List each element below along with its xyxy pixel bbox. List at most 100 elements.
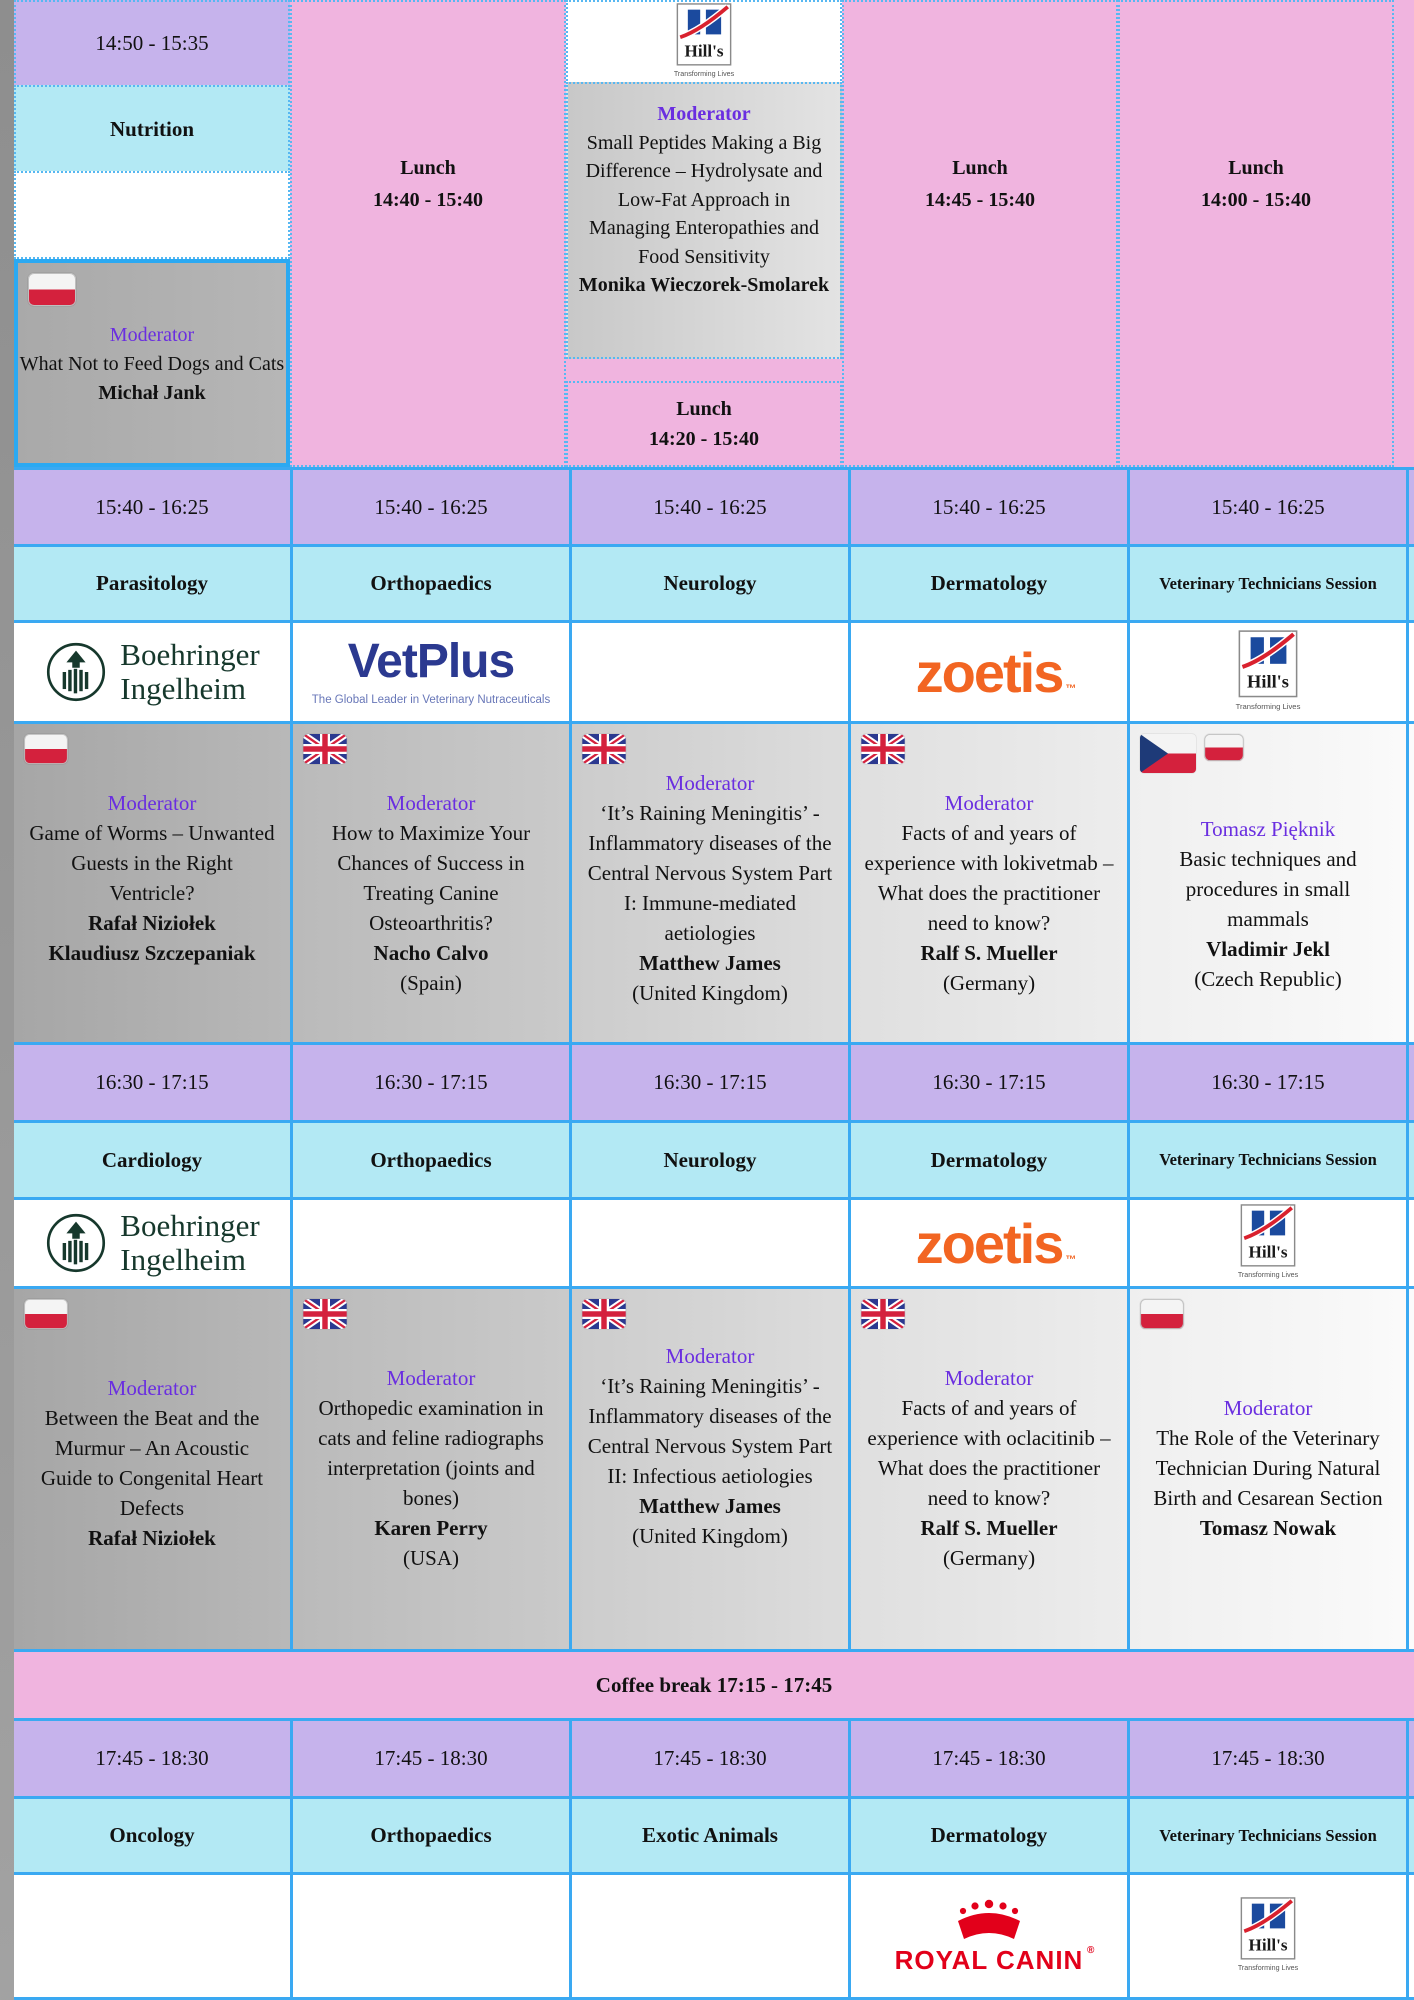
svg-text:Transforming Lives: Transforming Lives: [1238, 1271, 1299, 1279]
uk-flag-icon: [303, 1299, 347, 1329]
sponsor-logo-cell[interactable]: zoetis ™: [851, 623, 1127, 721]
topic-cell[interactable]: Dermatology: [851, 1799, 1127, 1872]
time-cell[interactable]: 14:50 - 15:35: [14, 0, 290, 87]
topic-cell[interactable]: Neurology: [572, 547, 848, 620]
top-section: 14:50 - 15:35 Nutrition Moderator What N…: [14, 0, 1414, 467]
sponsor-logo-cell[interactable]: Hill's Transforming Lives: [1130, 623, 1406, 721]
empty-cell[interactable]: [14, 171, 290, 259]
empty-logo-cell[interactable]: [572, 1875, 848, 1997]
cutoff-cell: [1409, 1123, 1414, 1197]
poland-flag-icon: [28, 273, 76, 306]
uk-flag-icon: [861, 1299, 905, 1329]
lunch-label: Lunch: [952, 157, 1008, 179]
time-cell[interactable]: 16:30 - 17:15: [293, 1045, 569, 1120]
time-cell[interactable]: 17:45 - 18:30: [851, 1721, 1127, 1796]
country-label: (Spain): [400, 971, 462, 995]
country-label: (Czech Republic): [1194, 967, 1342, 991]
topic-cell[interactable]: Cardiology: [14, 1123, 290, 1197]
topic-cell[interactable]: Oncology: [14, 1799, 290, 1872]
time-cell[interactable]: 17:45 - 18:30: [1130, 1721, 1406, 1796]
topic-cell[interactable]: Dermatology: [851, 547, 1127, 620]
speaker-name: Karen Perry: [374, 1516, 488, 1540]
lunch-cell[interactable]: Lunch 14:45 - 15:40: [842, 0, 1118, 467]
sponsor-logo-cell[interactable]: Hill's Transforming Lives: [1130, 1200, 1406, 1286]
session-cell[interactable]: Moderator Facts of and years of experien…: [851, 724, 1127, 1042]
lunch-cell[interactable]: Lunch 14:20 - 15:40: [566, 381, 842, 467]
lunch-time: 14:00 - 15:40: [1201, 189, 1311, 211]
topic-cell[interactable]: Dermatology: [851, 1123, 1127, 1197]
lunch-time: 14:45 - 15:40: [925, 189, 1035, 211]
session-cell[interactable]: Moderator Game of Worms – Unwanted Guest…: [14, 724, 290, 1042]
cutoff-cell: [1409, 1200, 1414, 1286]
vetplus-logo: VetPlus The Global Leader in Veterinary …: [311, 635, 551, 707]
topic-cell[interactable]: Exotic Animals: [572, 1799, 848, 1872]
topic-cell[interactable]: Orthopaedics: [293, 547, 569, 620]
sponsor-logo-cell[interactable]: Boehringer Ingelheim: [14, 623, 290, 721]
topic-cell[interactable]: Veterinary Technicians Session: [1130, 1799, 1406, 1872]
lunch-cell[interactable]: Lunch 14:40 - 15:40: [290, 0, 566, 467]
sponsor-logo-cell[interactable]: ROYAL CANIN ®: [851, 1875, 1127, 1997]
sponsor-logo-cell[interactable]: VetPlus The Global Leader in Veterinary …: [293, 623, 569, 721]
topic-cell[interactable]: Orthopaedics: [293, 1123, 569, 1197]
country-label: (United Kingdom): [632, 1524, 788, 1548]
session-cell[interactable]: Moderator ‘It’s Raining Meningitis’ - In…: [572, 1289, 848, 1649]
time-cell[interactable]: 17:45 - 18:30: [14, 1721, 290, 1796]
country-label: (United Kingdom): [632, 981, 788, 1005]
cutoff-cell: [1409, 470, 1414, 544]
session-cell[interactable]: Moderator How to Maximize Your Chances o…: [293, 724, 569, 1042]
sponsor-logo-cell[interactable]: Boehringer Ingelheim: [14, 1200, 290, 1286]
session-title: Small Peptides Making a Big Difference –…: [585, 131, 823, 268]
time-cell[interactable]: 16:30 - 17:15: [572, 1045, 848, 1120]
topic-cell[interactable]: Veterinary Technicians Session: [1130, 1123, 1406, 1197]
session-cell[interactable]: Moderator Orthopedic examination in cats…: [293, 1289, 569, 1649]
session-title: Basic techniques and procedures in small…: [1179, 847, 1357, 931]
session-cell[interactable]: Tomasz Pięknik Basic techniques and proc…: [1130, 724, 1406, 1042]
session-title: Facts of and years of experience with lo…: [864, 821, 1114, 935]
svg-text:Transforming Lives: Transforming Lives: [1238, 1964, 1299, 1972]
session-cell[interactable]: Moderator What Not to Feed Dogs and Cats…: [14, 259, 290, 467]
session-cell[interactable]: Moderator ‘It’s Raining Meningitis’ - In…: [572, 724, 848, 1042]
topic-cell[interactable]: Veterinary Technicians Session: [1130, 547, 1406, 620]
time-cell[interactable]: 15:40 - 16:25: [293, 470, 569, 544]
topic-cell[interactable]: Orthopaedics: [293, 1799, 569, 1872]
empty-logo-cell[interactable]: [572, 1200, 848, 1286]
uk-flag-icon: [303, 734, 347, 764]
time-cell[interactable]: 15:40 - 16:25: [14, 470, 290, 544]
session-title: Facts of and years of experience with oc…: [867, 1396, 1111, 1510]
session-title: Game of Worms – Unwanted Guests in the R…: [29, 821, 275, 905]
svg-text:Hill's: Hill's: [1249, 1935, 1288, 1954]
lunch-cell[interactable]: Lunch 14:00 - 15:40: [1118, 0, 1394, 467]
topic-cell[interactable]: Parasitology: [14, 547, 290, 620]
time-cell[interactable]: 16:30 - 17:15: [14, 1045, 290, 1120]
time-cell[interactable]: 17:45 - 18:30: [293, 1721, 569, 1796]
cutoff-cell: [1409, 1799, 1414, 1872]
session-cell[interactable]: Moderator Facts of and years of experien…: [851, 1289, 1127, 1649]
sponsor-logo-cell[interactable]: Hill's Transforming Lives: [1130, 1875, 1406, 1997]
moderator-label: Moderator: [107, 1376, 197, 1400]
czech-flag-icon: [1140, 734, 1196, 773]
time-cell[interactable]: 17:45 - 18:30: [572, 1721, 848, 1796]
time-cell[interactable]: 15:40 - 16:25: [572, 470, 848, 544]
moderator-label: Moderator: [665, 1344, 755, 1368]
time-cell[interactable]: 15:40 - 16:25: [1130, 470, 1406, 544]
session-cell[interactable]: Moderator The Role of the Veterinary Tec…: [1130, 1289, 1406, 1649]
topic-cell[interactable]: Neurology: [572, 1123, 848, 1197]
time-cell[interactable]: 15:40 - 16:25: [851, 470, 1127, 544]
sponsor-logo-cell[interactable]: zoetis ™: [851, 1200, 1127, 1286]
session-cell[interactable]: Moderator Between the Beat and the Murmu…: [14, 1289, 290, 1649]
sponsor-logo-cell[interactable]: Hill's Transforming Lives: [566, 0, 842, 84]
empty-logo-cell[interactable]: [14, 1875, 290, 1997]
topic-cell[interactable]: Nutrition: [14, 85, 290, 173]
empty-logo-cell[interactable]: [293, 1875, 569, 1997]
empty-logo-cell[interactable]: [293, 1200, 569, 1286]
time-cell[interactable]: 16:30 - 17:15: [851, 1045, 1127, 1120]
coffee-break-row[interactable]: Coffee break 17:15 - 17:45: [14, 1652, 1414, 1718]
topic-label: Nutrition: [110, 116, 194, 141]
cutoff-cell: [1409, 724, 1414, 1042]
moderator-label: Moderator: [657, 103, 751, 125]
time-cell[interactable]: 16:30 - 17:15: [1130, 1045, 1406, 1120]
session-cell[interactable]: Moderator Small Peptides Making a Big Di…: [566, 82, 842, 359]
poland-flag-icon: [24, 1299, 68, 1329]
moderator-label: Moderator: [665, 771, 755, 795]
empty-logo-cell[interactable]: [572, 623, 848, 721]
